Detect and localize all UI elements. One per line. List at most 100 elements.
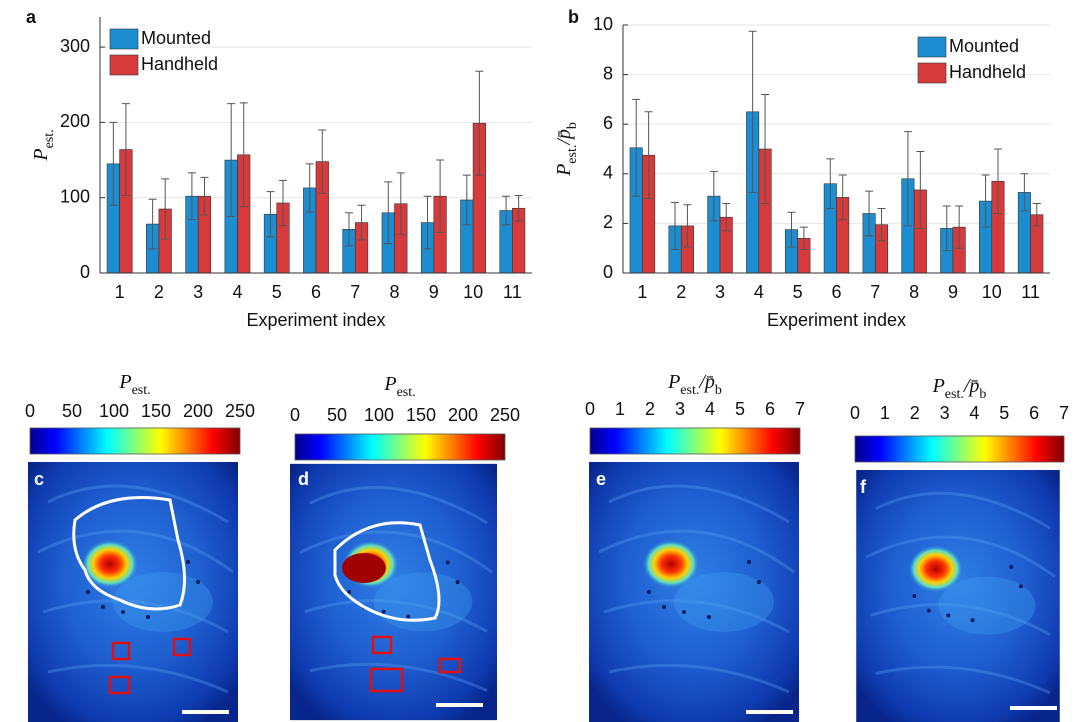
- colorbar-tick-label: 50: [327, 405, 347, 425]
- colorbar-tick-label: 0: [850, 403, 860, 423]
- error-bar: [318, 129, 327, 194]
- error-bar: [187, 172, 196, 221]
- label-part: est.: [680, 383, 699, 398]
- legend-swatch: [917, 62, 947, 84]
- label-part: b: [715, 383, 722, 398]
- colorbar-tick-label: 150: [141, 401, 171, 421]
- error-bar: [644, 111, 653, 200]
- x-tick-label: 7: [350, 282, 360, 302]
- y-tick-label: 10: [593, 14, 613, 34]
- legend-swatch: [917, 36, 947, 58]
- error-bar: [942, 205, 951, 252]
- x-tick-label: 7: [870, 282, 880, 302]
- x-tick-label: 10: [463, 282, 483, 302]
- x-tick-label: 6: [831, 282, 841, 302]
- error-bar: [436, 159, 445, 233]
- label-part: P: [383, 373, 396, 395]
- x-axis-label: Experiment index: [767, 310, 906, 330]
- error-bar: [877, 208, 886, 242]
- colorbar-tick-label: 2: [645, 399, 655, 419]
- label-part: P: [30, 148, 52, 161]
- y-tick-label: 0: [603, 262, 613, 282]
- label-part: est.: [565, 145, 580, 164]
- error-bar: [683, 204, 692, 248]
- label-part: b: [979, 387, 986, 402]
- error-bar: [514, 194, 523, 222]
- x-axis-label: Experiment index: [246, 310, 385, 330]
- y-axis-label: Pest.: [30, 129, 57, 161]
- legend-label: Handheld: [141, 54, 218, 74]
- error-bar: [462, 174, 471, 226]
- colorbar-tick-label: 7: [795, 399, 805, 419]
- error-bar: [916, 150, 925, 229]
- image-f: [854, 470, 1062, 722]
- image-d: [290, 462, 497, 722]
- colorbar-tick-label: 250: [490, 405, 520, 425]
- x-tick-label: 5: [272, 282, 282, 302]
- colorbar-tick-label: 7: [1059, 403, 1069, 423]
- error-bar: [161, 178, 170, 240]
- error-bar: [865, 190, 874, 237]
- colorbar-tick-label: 100: [364, 405, 394, 425]
- colorbar-tick-label: 4: [705, 399, 715, 419]
- x-tick-label: 4: [754, 282, 764, 302]
- panel-label: e: [596, 469, 606, 489]
- colorbar-tick-label: 0: [585, 399, 595, 419]
- error-bar: [838, 174, 847, 221]
- y-tick-label: 6: [603, 113, 613, 133]
- colorbar-tick-label: 0: [290, 405, 300, 425]
- colorbar-tick-label: 6: [1029, 403, 1039, 423]
- label-part: /: [698, 371, 707, 393]
- error-bar: [632, 98, 641, 197]
- label-part: /: [963, 375, 972, 397]
- colorbar-title: Pest./p̄b: [932, 375, 987, 402]
- error-bar: [787, 211, 796, 248]
- panel-label: b: [568, 7, 579, 27]
- image-e: [588, 462, 800, 722]
- x-tick-label: 4: [232, 282, 242, 302]
- error-bar: [396, 172, 405, 236]
- colorbar-tick-label: 6: [765, 399, 775, 419]
- label-part: p̄: [553, 129, 575, 141]
- y-tick-label: 2: [603, 212, 613, 232]
- label-part: /: [553, 137, 575, 146]
- error-bar: [981, 174, 990, 228]
- legend-label: Handheld: [949, 62, 1026, 82]
- label-part: P: [118, 371, 131, 393]
- colorbar-tick-label: 0: [25, 401, 35, 421]
- x-tick-label: 11: [1021, 282, 1040, 302]
- panel-label: f: [860, 477, 867, 497]
- error-bar: [799, 226, 808, 250]
- image-c: [28, 462, 238, 722]
- label-part: P: [932, 375, 945, 397]
- colorbar-tick-label: 5: [999, 403, 1009, 423]
- error-bar: [993, 148, 1002, 214]
- error-bar: [1032, 203, 1041, 227]
- error-bar: [227, 103, 236, 218]
- error-bar: [748, 30, 757, 193]
- y-tick-label: 200: [60, 111, 90, 131]
- panel-label: d: [298, 469, 309, 489]
- error-bar: [423, 195, 432, 250]
- error-bar: [305, 163, 314, 213]
- panel-label: c: [34, 469, 44, 489]
- colorbar-tick-label: 3: [940, 403, 950, 423]
- colorbar-tick-label: 150: [406, 405, 436, 425]
- error-bar: [671, 201, 680, 250]
- colorbar-tick-label: 3: [675, 399, 685, 419]
- colorbar-tick-label: 50: [62, 401, 82, 421]
- colorbar-tick-label: 2: [910, 403, 920, 423]
- error-bar: [761, 93, 770, 205]
- error-bar: [903, 131, 912, 227]
- x-tick-label: 8: [390, 282, 400, 302]
- x-tick-label: 10: [982, 282, 1002, 302]
- error-bar: [266, 191, 275, 238]
- label-part: est.: [397, 385, 416, 400]
- label-part: P: [667, 371, 680, 393]
- colorbar-tick-label: 250: [225, 401, 255, 421]
- x-tick-label: 2: [154, 282, 164, 302]
- colorbar-tick-label: 200: [183, 401, 213, 421]
- label-part: est.: [132, 383, 151, 398]
- colorbar-tick-label: 100: [99, 401, 129, 421]
